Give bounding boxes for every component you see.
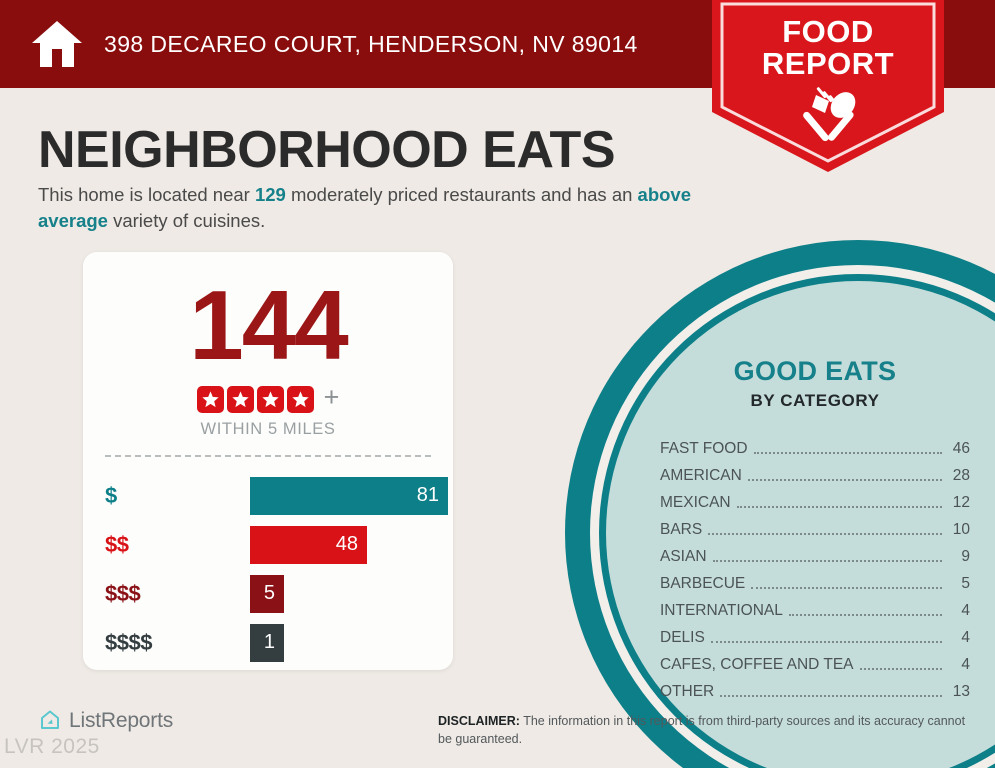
good-eats-category-count: 12 [952,494,970,511]
good-eats-category-name: BARS [660,521,703,538]
good-eats-list: FAST FOOD 46 AMERICAN 28 MEXICAN 12 BARS 10 ASIA… [660,431,970,701]
price-bar-track: 81 [250,476,448,515]
good-eats-row: AMERICAN 28 [660,458,970,485]
star-rating: + [83,382,453,413]
dotted-leader [788,613,942,616]
good-eats-row: DELIS 4 [660,620,970,647]
dotted-leader [710,640,942,643]
good-eats-category-name: DELIS [660,629,705,646]
within-distance-label: WITHIN 5 MILES [200,420,336,438]
price-bar-fill: 48 [250,525,367,564]
good-eats-row: BARS 10 [660,512,970,539]
good-eats-category-count: 13 [952,683,970,700]
property-address: 398 DECAREO COURT, HENDERSON, NV 89014 [104,30,638,57]
price-bar-row: $$ 48 [105,520,439,569]
good-eats-category-name: MEXICAN [660,494,731,511]
price-level-label: $$$ [105,580,141,606]
good-eats-panel: GOOD EATS BY CATEGORY FAST FOOD 46 AMERICA… [660,358,970,701]
card-divider [105,455,431,457]
listreports-house-icon [41,710,59,729]
listreports-logo: ListReports [38,709,173,733]
star-icon [256,386,284,413]
good-eats-category-count: 5 [961,575,970,592]
dotted-leader [720,694,942,697]
good-eats-row: OTHER 13 [660,674,970,701]
subtitle-part-1: This home is located near [38,184,255,205]
good-eats-category-name: OTHER [660,683,715,700]
price-level-label: $$ [105,531,129,557]
dotted-leader [712,559,942,562]
listreports-logo-text: ListReports [69,709,174,732]
page-subtitle: This home is located near 129 moderately… [38,182,698,235]
price-bar-track: 5 [250,574,439,613]
price-level-label: $ [105,482,117,508]
plus-sign: + [323,382,340,412]
good-eats-category-count: 46 [952,440,970,457]
good-eats-title: GOOD EATS [733,356,897,386]
price-bar-row: $$$ 5 [105,569,439,618]
good-eats-category-name: CAFES, COFFEE AND TEA [660,656,854,673]
good-eats-category-name: FAST FOOD [660,440,748,457]
subtitle-part-2: moderately priced restaurants and has an [285,184,638,205]
good-eats-row: INTERNATIONAL 4 [660,593,970,620]
disclaimer-label: DISCLAIMER: [438,714,520,728]
page-title: NEIGHBORHOOD EATS [38,121,616,179]
disclaimer: DISCLAIMER: The information in this repo… [438,712,978,748]
star-icon [286,386,314,413]
watermark: LVR 2025 [4,735,100,758]
dotted-leader [753,451,942,454]
price-bar-fill: 5 [250,574,284,613]
disclaimer-text: The information in this report is from t… [438,714,966,747]
price-bar-track: 48 [250,525,439,564]
price-bar-track: 1 [250,623,439,662]
spoon-fork-icon [803,87,856,142]
dotted-leader [747,478,942,481]
good-eats-category-count: 4 [961,629,970,646]
price-bar-value: 5 [263,582,275,604]
good-eats-category-count: 9 [961,548,970,565]
good-eats-row: BARBECUE 5 [660,566,970,593]
dotted-leader [859,667,942,670]
star-icon [226,386,254,413]
good-eats-category-count: 4 [961,602,970,619]
dotted-leader [751,586,942,589]
price-bar-row: $$$$ 1 [105,618,439,667]
good-eats-category-count: 10 [952,521,970,538]
price-bar-value: 48 [335,533,358,555]
subtitle-part-3: variety of cuisines. [107,210,266,232]
good-eats-row: CAFES, COFFEE AND TEA 4 [660,647,970,674]
good-eats-row: ASIAN 9 [660,539,970,566]
subtitle-restaurant-count: 129 [254,184,286,205]
star-icon [196,386,224,413]
good-eats-category-count: 28 [952,467,970,484]
price-level-bar-chart: $81 $$ 48 $$$ 5 $$$$ 1 [83,471,453,667]
good-eats-subtitle: BY CATEGORY [750,391,880,410]
good-eats-category-name: INTERNATIONAL [660,602,783,619]
price-bar-fill: 1 [250,623,284,662]
good-eats-category-count: 4 [961,656,970,673]
price-bar-fill: 81 [250,476,448,515]
price-level-label: $$$$ [105,629,152,655]
good-eats-category-name: BARBECUE [660,575,746,592]
dotted-leader [736,505,942,508]
restaurant-count-total: 144 [189,270,349,380]
restaurant-stat-card: 144 + WITHIN 5 MILES $81 $$ 48 $$$ 5 $$$$ 1 [83,252,453,670]
house-icon [32,21,82,67]
price-bar-value: 1 [263,631,275,653]
subtitle-variety-rating: above average [38,184,692,232]
good-eats-row: FAST FOOD 46 [660,431,970,458]
good-eats-category-name: ASIAN [660,548,707,565]
dotted-leader [708,532,942,535]
food-report-badge: FOOD REPORT [712,0,944,172]
good-eats-category-name: AMERICAN [660,467,742,484]
price-bar-value: 81 [416,484,439,506]
price-bar-row: $81 [105,471,448,520]
good-eats-row: MEXICAN 12 [660,485,970,512]
